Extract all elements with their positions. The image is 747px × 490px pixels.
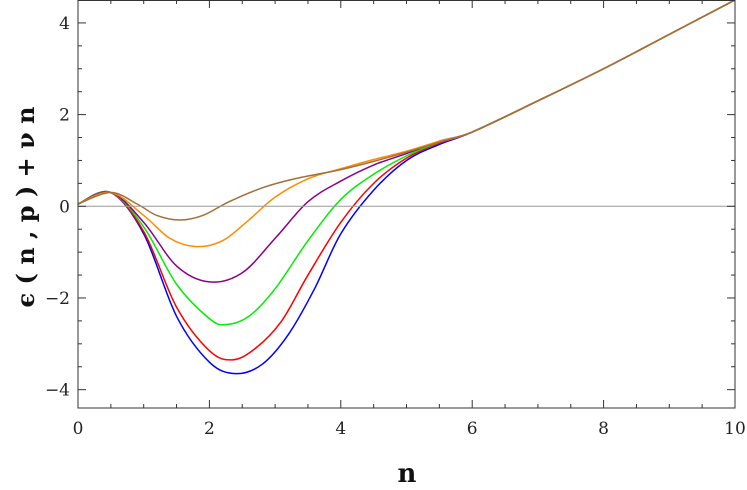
x-tick-label: 2 — [204, 419, 215, 439]
series-line-2 — [77, 0, 736, 361]
x-tick-label: 6 — [467, 419, 478, 439]
y-tick-label: −2 — [45, 289, 70, 309]
series-line-5 — [77, 0, 736, 248]
x-tick-label: 0 — [73, 419, 84, 439]
y-tick-label: 2 — [59, 106, 70, 126]
series-line-3 — [77, 0, 736, 326]
x-tick-label: 8 — [598, 419, 609, 439]
x-tick-label: 4 — [335, 419, 346, 439]
x-tick-label: 10 — [724, 419, 746, 439]
series-line-1 — [77, 0, 736, 375]
ticks-layer: 0 2 4 6 8 10 −4 −2 0 2 4 — [45, 0, 746, 439]
series-line-4 — [77, 0, 736, 283]
y-axis-label: ϵ ( n , p ) + ν n — [11, 107, 40, 308]
y-tick-label: 0 — [59, 197, 70, 217]
curves-layer — [77, 0, 736, 375]
x-axis-label: n — [398, 459, 417, 489]
y-tick-label: 4 — [59, 14, 70, 34]
plot-frame — [77, 0, 736, 409]
y-tick-label: −4 — [45, 381, 70, 401]
series-line-6 — [77, 0, 736, 221]
